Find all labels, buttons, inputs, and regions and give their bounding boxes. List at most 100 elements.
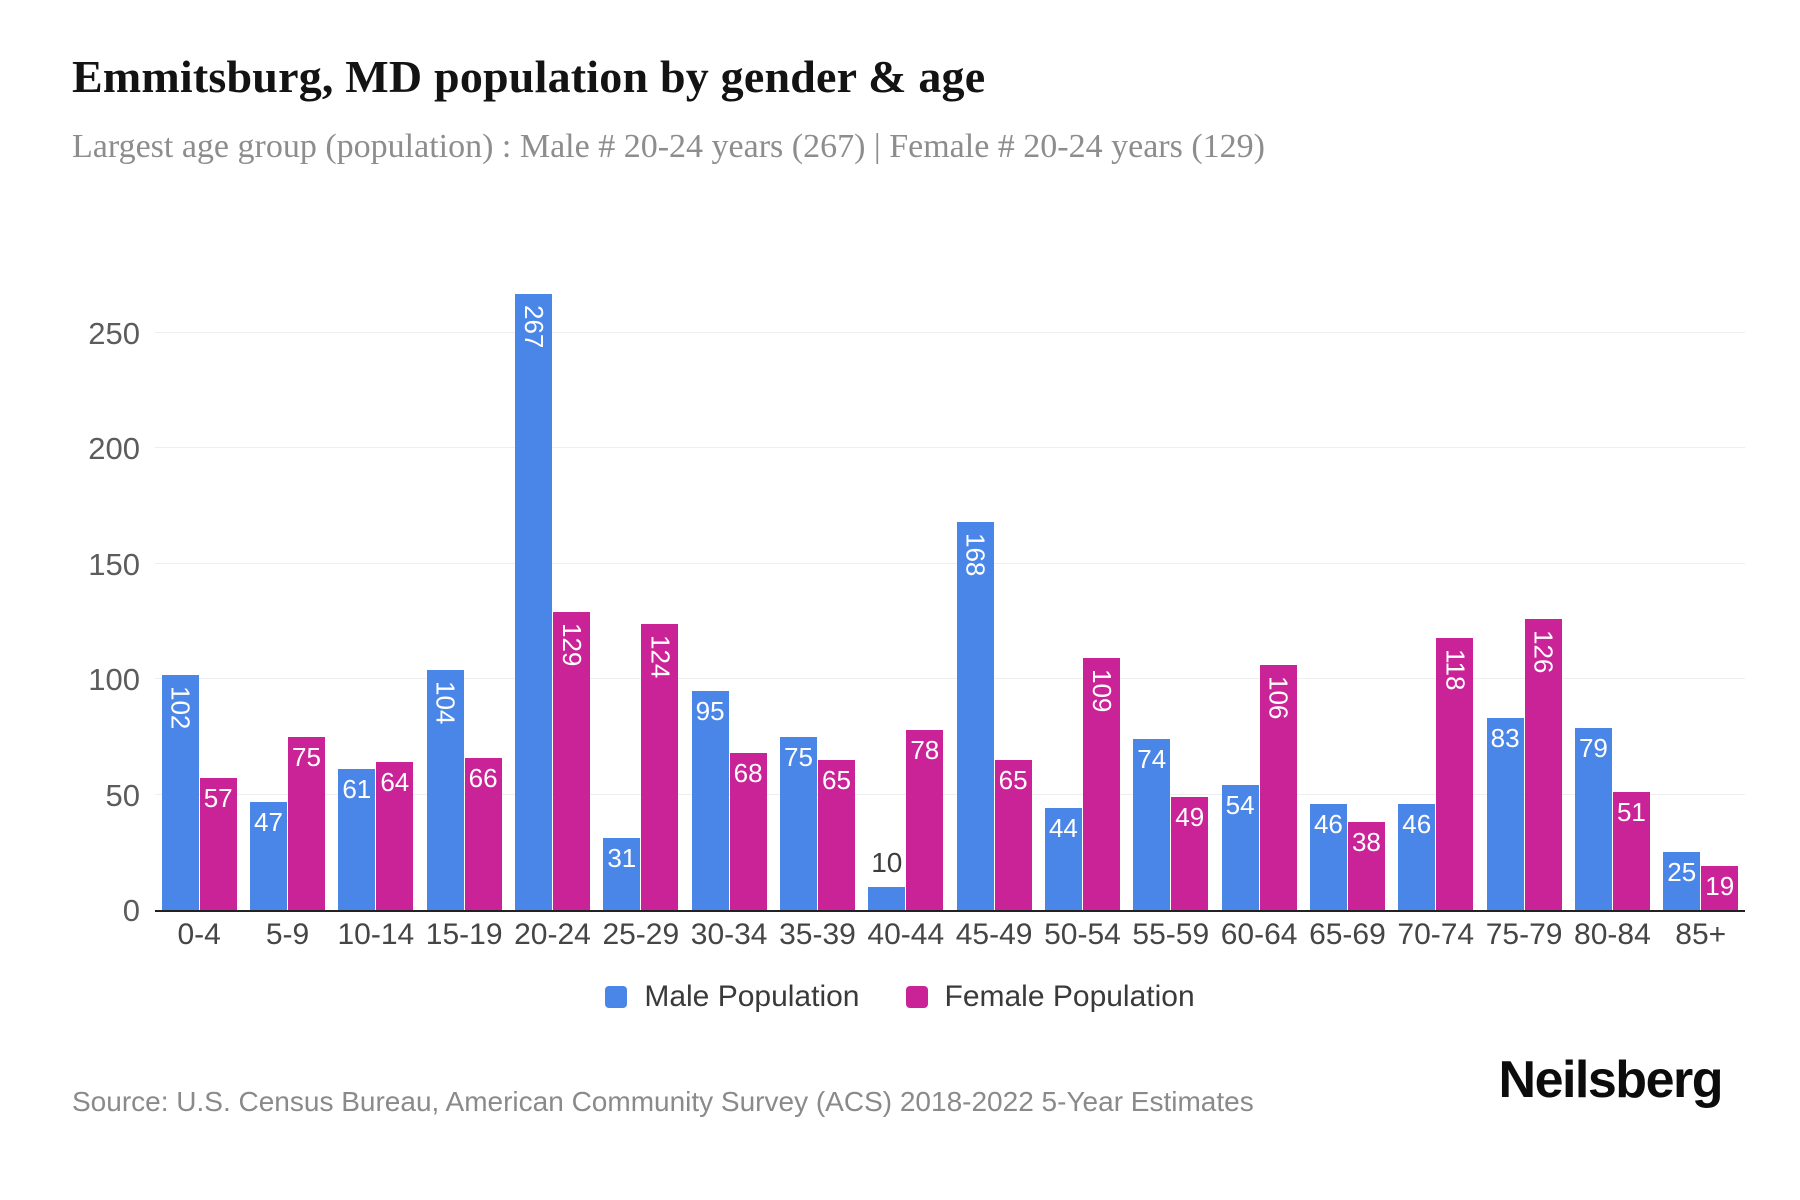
x-tick-label: 30-34 [690, 918, 768, 951]
x-tick-label: 50-54 [1044, 918, 1121, 951]
bar-value-label: 129 [556, 623, 587, 667]
bar-value-label: 54 [1225, 790, 1255, 821]
bar-female[interactable]: 19 [1701, 866, 1739, 910]
bar-value-label: 74 [1137, 744, 1167, 775]
bar-male[interactable]: 95 [691, 690, 729, 910]
gridline [155, 447, 1745, 449]
bar-male[interactable]: 54 [1221, 785, 1259, 910]
x-tick-label: 80-84 [1574, 918, 1651, 951]
bar-value-label: 124 [645, 634, 676, 679]
bar-value-label: 75 [783, 741, 813, 772]
bar-group: 10 78 [862, 280, 950, 910]
bar-female[interactable]: 65 [994, 760, 1032, 910]
x-tick-label: 35-39 [779, 918, 856, 951]
bar-male[interactable]: 74 [1133, 739, 1171, 910]
bar-male[interactable]: 10 [868, 847, 906, 910]
bar-male[interactable]: 47 [249, 801, 287, 910]
bar-value-label: 49 [1175, 801, 1205, 832]
bar-female[interactable]: 106 [1259, 665, 1297, 910]
bar-female[interactable]: 64 [376, 762, 414, 910]
bar-value-label: 44 [1048, 813, 1078, 844]
bar-female[interactable]: 118 [1436, 637, 1474, 910]
gridline [155, 678, 1745, 680]
x-tick-label: 40-44 [867, 918, 945, 951]
x-tick-label: 15-19 [425, 918, 503, 951]
legend-item-female[interactable]: Female Population [905, 980, 1195, 1014]
bar-group: 61 64 [332, 280, 420, 910]
bar-group: 46 38 [1303, 280, 1391, 910]
bar-male[interactable]: 79 [1574, 727, 1612, 910]
bar-male[interactable]: 104 [426, 670, 464, 910]
bar-female[interactable]: 66 [464, 757, 502, 910]
bar-female[interactable]: 126 [1524, 619, 1562, 910]
bar-value-label: 104 [430, 681, 461, 725]
bar-female[interactable]: 38 [1347, 822, 1385, 910]
bar-male[interactable]: 102 [161, 674, 199, 910]
bar-female[interactable]: 75 [287, 736, 325, 910]
x-tick-label: 10-14 [337, 918, 415, 951]
bar-male[interactable]: 46 [1309, 803, 1347, 910]
bar-female[interactable]: 124 [641, 623, 679, 910]
gridline [155, 562, 1745, 564]
bar-value-label: 46 [1313, 808, 1343, 839]
bar-female[interactable]: 51 [1612, 792, 1650, 910]
chart-title: Emmitsburg, MD population by gender & ag… [72, 51, 986, 102]
bar-group: 54 106 [1215, 280, 1303, 910]
bar-male[interactable]: 46 [1398, 803, 1436, 910]
bar-female[interactable]: 49 [1171, 796, 1209, 910]
bar-male[interactable]: 267 [514, 293, 552, 910]
bar-value-label: 19 [1705, 871, 1735, 902]
y-tick-label: 0 [122, 893, 140, 928]
bar-value-label: 126 [1528, 630, 1559, 674]
bar-value-label: 57 [203, 783, 233, 814]
y-tick-label: 200 [88, 431, 140, 467]
bar-groups: 102 57 47 75 61 64 104 66 267 129 31 124 95 68 75 65 10 7… [155, 280, 1745, 910]
bar-female[interactable]: 68 [729, 753, 767, 910]
bar-group: 75 65 [773, 280, 861, 910]
bar-group: 79 51 [1568, 280, 1656, 910]
x-tick-label: 45-49 [955, 918, 1033, 951]
bar-male[interactable]: 61 [338, 769, 376, 910]
bar-value-label: 65 [998, 765, 1028, 795]
x-tick-label: 5-9 [265, 918, 310, 951]
legend-item-male[interactable]: Male Population [605, 980, 860, 1014]
bar-value-label: 10 [871, 846, 903, 878]
chart-subtitle: Largest age group (population) : Male # … [72, 128, 1266, 165]
bar-group: 102 57 [155, 280, 243, 910]
bar-male[interactable]: 168 [956, 522, 994, 910]
x-axis: 0-4 5-9 10-14 15-19 20-24 25-29 30-34 35-39 40-4… [155, 918, 1745, 952]
bar-value-label: 79 [1578, 732, 1608, 763]
bar-group: 25 19 [1657, 280, 1745, 910]
y-axis: 0 50 100 150 200 250 [0, 280, 140, 928]
female-legend-swatch [905, 986, 928, 1008]
y-tick-label: 250 [88, 316, 140, 352]
legend: Male Population Female Population [0, 980, 1800, 1014]
bar-value-label: 118 [1440, 648, 1471, 691]
bar-value-label: 78 [910, 735, 940, 765]
x-tick-label: 70-74 [1397, 918, 1475, 951]
bar-value-label: 66 [468, 762, 498, 793]
x-tick-label: 55-59 [1132, 918, 1210, 951]
bar-male[interactable]: 25 [1663, 852, 1701, 910]
bar-male[interactable]: 44 [1044, 808, 1082, 910]
bar-female[interactable]: 78 [906, 730, 944, 910]
gridline [155, 332, 1745, 334]
bar-value-label: 25 [1667, 857, 1697, 888]
y-tick-label: 150 [88, 546, 140, 582]
bar-value-label: 168 [960, 533, 991, 577]
bar-male[interactable]: 83 [1486, 718, 1524, 910]
gridline [155, 793, 1745, 795]
female-legend-label: Female Population [944, 980, 1195, 1013]
bar-group: 267 129 [508, 280, 596, 910]
bar-group: 168 65 [950, 280, 1038, 910]
bar-female[interactable]: 109 [1082, 658, 1120, 910]
bar-female[interactable]: 65 [817, 760, 855, 910]
bar-male[interactable]: 75 [779, 736, 817, 910]
bar-female[interactable]: 129 [552, 612, 590, 910]
bar-male[interactable]: 31 [603, 838, 641, 910]
bar-group: 83 126 [1480, 280, 1568, 910]
bar-female[interactable]: 57 [199, 778, 237, 910]
bar-group: 31 124 [597, 280, 685, 910]
bar-value-label: 267 [518, 304, 549, 349]
bar-value-label: 75 [292, 741, 321, 772]
